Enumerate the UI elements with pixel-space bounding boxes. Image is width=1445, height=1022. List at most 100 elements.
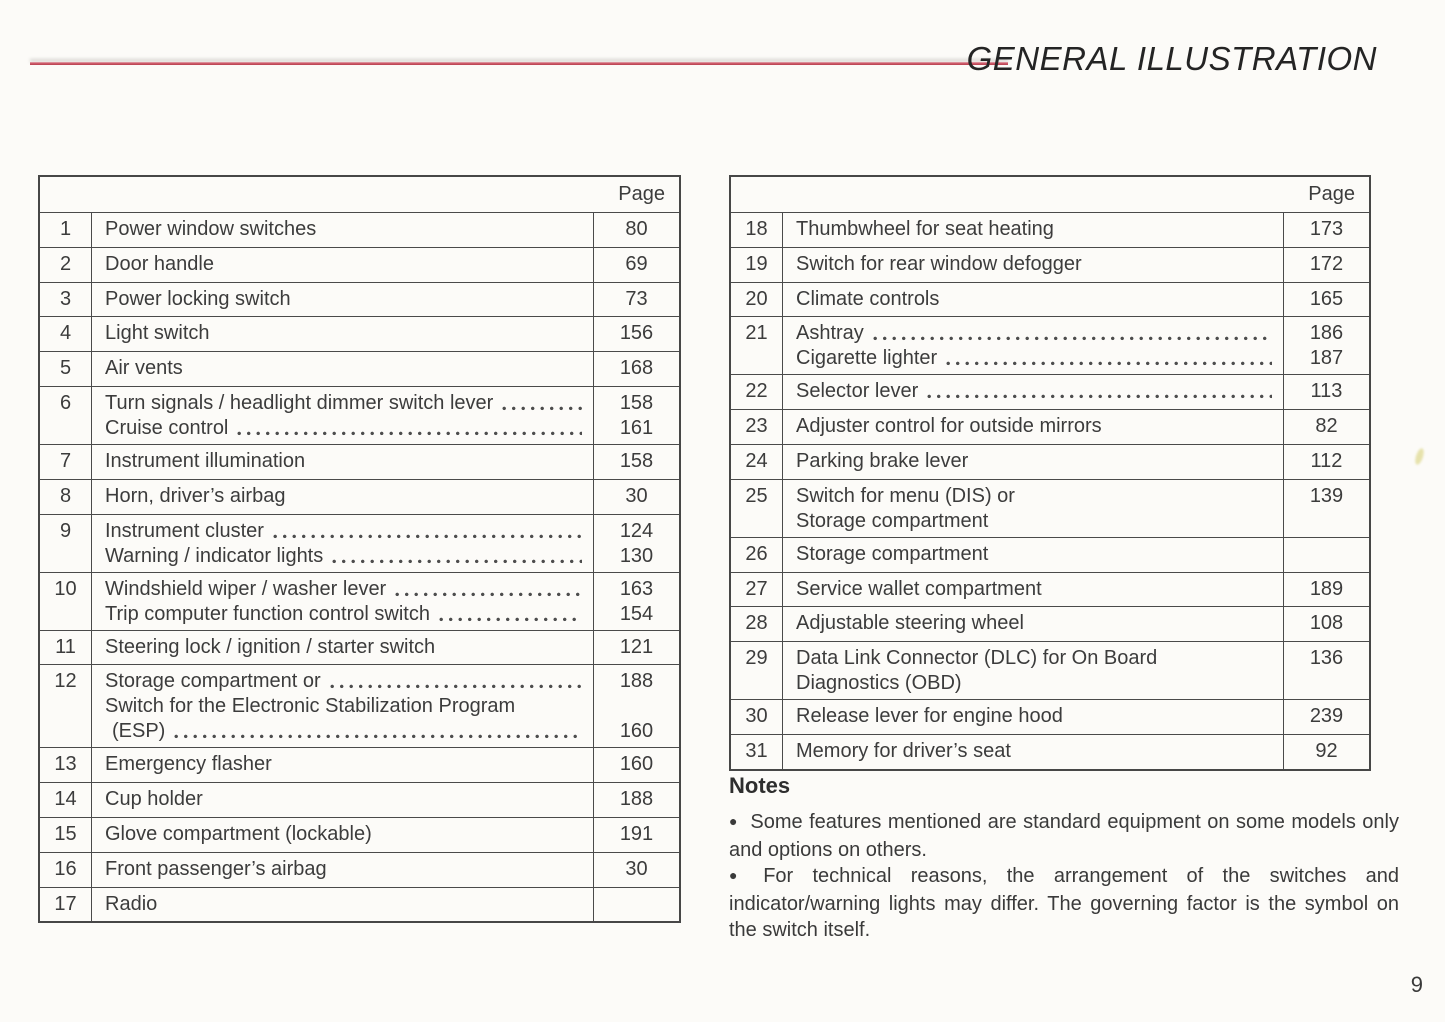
row-description: Warning / indicator lights bbox=[105, 544, 324, 567]
row-description: (ESP) bbox=[112, 720, 166, 743]
table-row: 12 Storage compartment or Switch for the E… bbox=[40, 664, 679, 748]
row-description-line: Climate controls bbox=[796, 287, 1281, 312]
table-row: 8 Horn, driver’s airbag 30 bbox=[40, 478, 679, 514]
row-description: Door handle bbox=[105, 252, 214, 275]
row-number: 5 bbox=[40, 352, 92, 386]
row-page-cell: 168 bbox=[593, 352, 679, 386]
row-number: 26 bbox=[731, 537, 783, 572]
row-page: 112 bbox=[1310, 449, 1343, 472]
row-page bbox=[1284, 671, 1369, 696]
dot-leader bbox=[329, 684, 582, 690]
row-page-cell: 163 154 bbox=[593, 572, 679, 630]
note-bullet: ● For technical reasons, the arrangement … bbox=[729, 863, 1399, 944]
note-text: Some features mentioned are standard equ… bbox=[729, 811, 1399, 861]
row-description: Cup holder bbox=[105, 788, 203, 811]
table-row: 16 Front passenger’s airbag 30 bbox=[40, 851, 679, 887]
note-text: For technical reasons, the arrangement o… bbox=[729, 865, 1399, 941]
row-page: 80 bbox=[625, 218, 648, 240]
row-page: 30 bbox=[625, 857, 648, 880]
row-page: 161 bbox=[619, 416, 654, 439]
row-description-line: Cup holder bbox=[105, 787, 591, 812]
row-description: Front passenger’s airbag bbox=[105, 857, 327, 880]
row-page: 69 bbox=[625, 252, 648, 275]
table-row: 26 Storage compartment bbox=[731, 536, 1369, 572]
table-row: 9 Instrument cluster Warning / indicator l… bbox=[40, 513, 679, 572]
row-number: 28 bbox=[731, 607, 783, 642]
row-page-cell: 139 bbox=[1283, 479, 1369, 537]
row-description-cell: Service wallet compartment bbox=[783, 573, 1283, 607]
row-description-line: Emergency flasher bbox=[105, 752, 591, 777]
row-description-cell: Power window switches bbox=[92, 213, 593, 247]
row-page: 160 bbox=[619, 753, 654, 776]
dot-leader bbox=[502, 405, 582, 411]
row-page: 73 bbox=[625, 287, 648, 310]
row-page-cell: 73 bbox=[593, 282, 679, 317]
row-description-line: Storage compartment or bbox=[105, 669, 591, 694]
row-description-cell: Windshield wiper / washer lever Trip comp… bbox=[92, 573, 593, 630]
row-page-cell bbox=[1283, 537, 1369, 572]
row-number: 19 bbox=[731, 247, 783, 282]
row-number: 15 bbox=[40, 817, 92, 852]
row-page-cell: 156 bbox=[593, 317, 679, 352]
table-row: 18 Thumbwheel for seat heating 173 bbox=[731, 212, 1369, 247]
row-description: Cruise control bbox=[105, 416, 229, 439]
table-row: 5 Air vents 168 bbox=[40, 351, 679, 386]
row-description-cell: Steering lock / ignition / starter switc… bbox=[92, 631, 593, 665]
row-description-cell: Switch for rear window defogger bbox=[783, 248, 1283, 282]
row-description: Service wallet compartment bbox=[796, 577, 1042, 600]
table-row: 7 Instrument illumination 158 bbox=[40, 443, 679, 479]
row-description-cell: Storage compartment or Switch for the Ele… bbox=[92, 665, 593, 747]
row-page bbox=[594, 892, 679, 917]
page-title: GENERAL ILLUSTRATION bbox=[966, 40, 1377, 77]
row-number: 14 bbox=[40, 783, 92, 817]
row-page-cell: 80 bbox=[593, 213, 679, 247]
row-description: Light switch bbox=[105, 322, 210, 345]
row-page: 92 bbox=[1315, 739, 1338, 762]
row-description: Climate controls bbox=[796, 287, 940, 310]
row-page-cell: 30 bbox=[593, 479, 679, 514]
row-description: Steering lock / ignition / starter switc… bbox=[105, 635, 436, 658]
row-page-cell: 186 187 bbox=[1283, 317, 1369, 375]
row-description: Instrument cluster bbox=[105, 519, 264, 542]
row-description: Thumbwheel for seat heating bbox=[796, 218, 1054, 240]
scan-artifact bbox=[1413, 447, 1426, 466]
row-page: 188 bbox=[619, 788, 654, 811]
row-description: Storage compartment or bbox=[105, 670, 321, 693]
dot-leader bbox=[438, 616, 582, 622]
row-page: 188 bbox=[619, 670, 654, 693]
row-description-cell: Cup holder bbox=[92, 783, 593, 817]
row-number: 25 bbox=[731, 479, 783, 537]
table-row: 22 Selector lever 113 bbox=[731, 374, 1369, 410]
row-description: Parking brake lever bbox=[796, 449, 969, 472]
row-description-line: Instrument illumination bbox=[105, 449, 591, 474]
row-description: Power window switches bbox=[105, 218, 317, 240]
row-description: Switch for the Electronic Stabilization … bbox=[105, 695, 516, 718]
row-page-cell: 112 bbox=[1283, 444, 1369, 479]
row-number: 13 bbox=[40, 748, 92, 783]
table-row: 6 Turn signals / headlight dimmer switch … bbox=[40, 385, 679, 444]
dot-leader bbox=[237, 430, 582, 436]
dot-leader bbox=[332, 558, 582, 564]
table-row: 20 Climate controls 165 bbox=[731, 281, 1369, 317]
page-column-header: Page bbox=[1308, 183, 1355, 205]
row-description-cell: Door handle bbox=[92, 248, 593, 282]
row-number: 22 bbox=[731, 375, 783, 410]
row-number: 2 bbox=[40, 247, 92, 282]
row-description-cell: Adjuster control for outside mirrors bbox=[783, 410, 1283, 444]
row-page: 189 bbox=[1309, 577, 1344, 600]
row-description-line: Air vents bbox=[105, 356, 591, 381]
row-number: 9 bbox=[40, 514, 92, 572]
dot-leader bbox=[174, 734, 582, 740]
row-page: 187 bbox=[1309, 347, 1344, 370]
row-page-cell: 136 bbox=[1283, 642, 1369, 700]
row-description-cell: Glove compartment (lockable) bbox=[92, 818, 593, 852]
row-description-line: Power locking switch bbox=[105, 287, 591, 312]
row-page bbox=[594, 694, 679, 719]
table-row: 31 Memory for driver’s seat 92 bbox=[731, 733, 1369, 769]
table-row: 11 Steering lock / ignition / starter swi… bbox=[40, 629, 679, 665]
row-description-cell: Adjustable steering wheel bbox=[783, 607, 1283, 641]
row-page-cell: 113 bbox=[1283, 375, 1369, 410]
row-page: 156 bbox=[619, 322, 654, 345]
row-description-cell: Selector lever bbox=[783, 375, 1283, 409]
table-row: 29 Data Link Connector (DLC) for On Board… bbox=[731, 641, 1369, 700]
